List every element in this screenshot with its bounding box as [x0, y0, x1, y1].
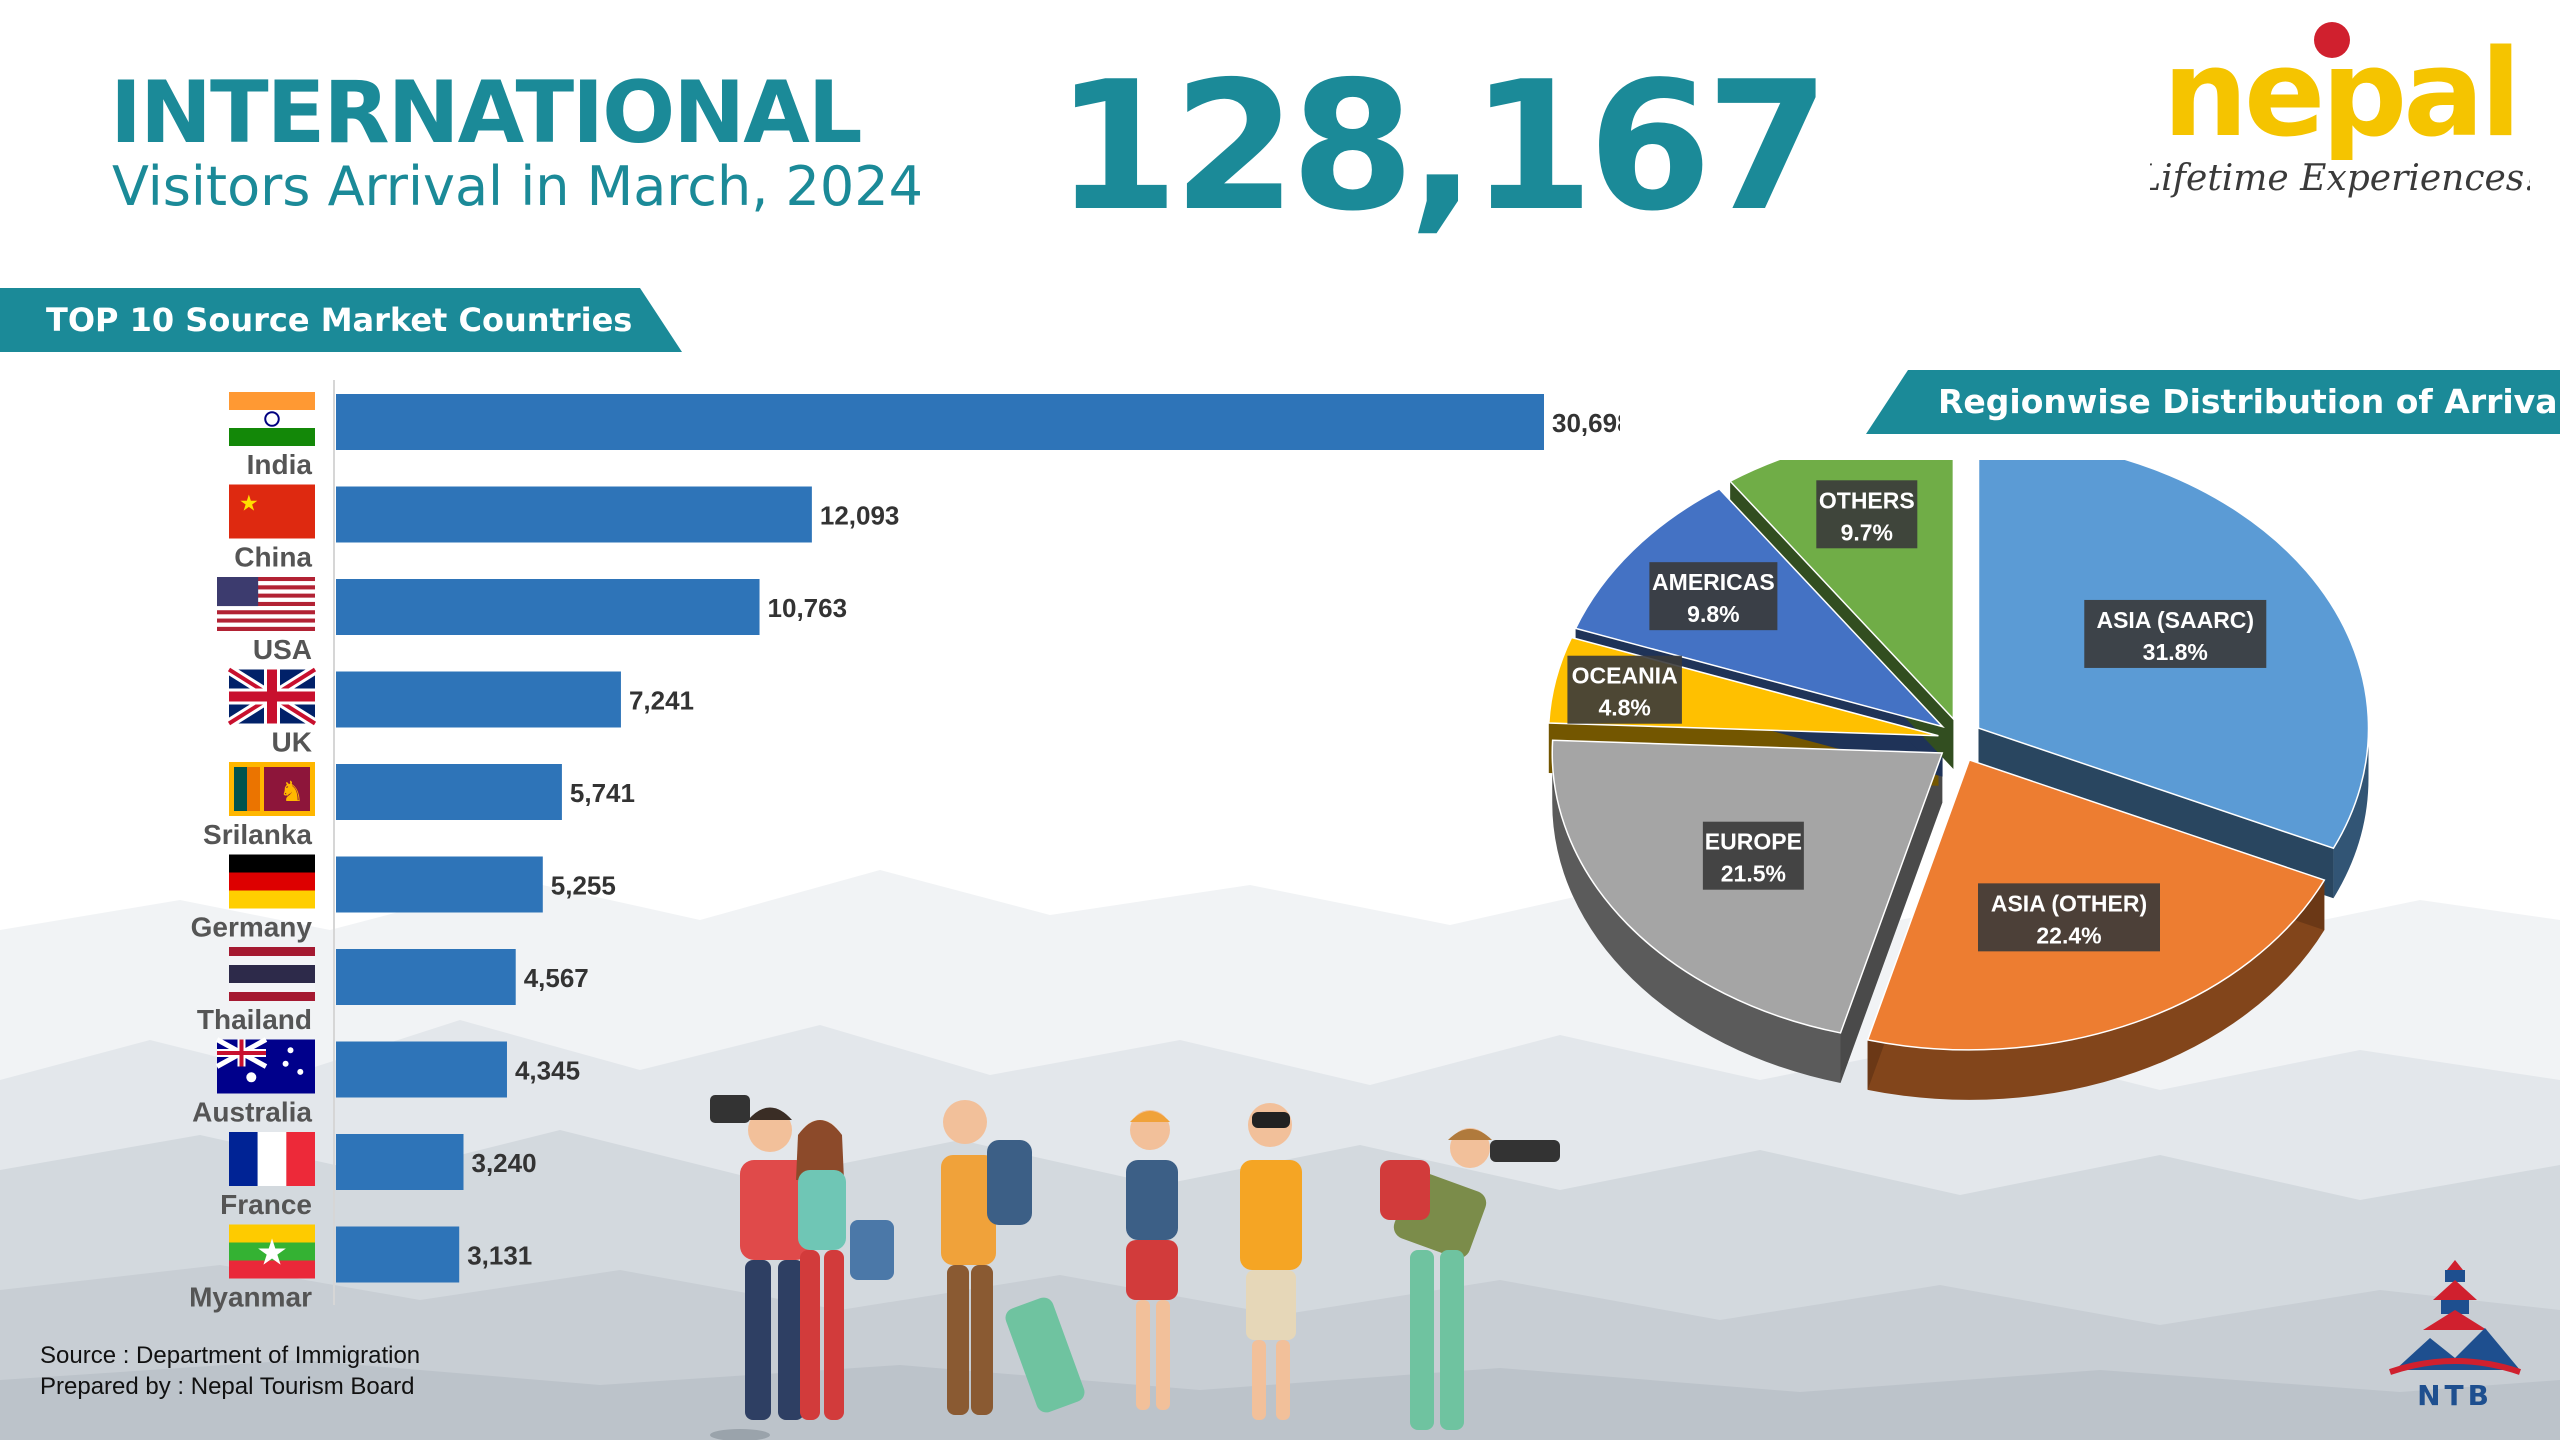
bar-myanmar — [336, 1226, 460, 1283]
country-label: India — [247, 449, 313, 480]
region-section-title: Regionwise Distribution of Arrivals — [1866, 370, 2560, 434]
myanmar-flag-icon: ★ — [229, 1224, 315, 1279]
pie-category-label: ASIA (OTHER) — [1991, 890, 2147, 916]
pie-value-label: 9.8% — [1687, 601, 1739, 627]
pie-category-label: AMERICAS — [1652, 569, 1775, 595]
prepared-note: Prepared by : Nepal Tourism Board — [40, 1373, 415, 1400]
uk-flag-icon — [226, 665, 318, 728]
header-title: INTERNATIONAL — [110, 63, 863, 163]
footer: Source : Department of Immigration Prepa… — [40, 1340, 420, 1402]
bar-usa — [336, 579, 760, 635]
bar-value-label: 4,345 — [515, 1056, 580, 1086]
tourist-backpacker-suitcase — [941, 1100, 1085, 1415]
bar-value-label: 3,131 — [467, 1241, 532, 1271]
bar-srilanka — [336, 764, 562, 820]
pie-category-label: EUROPE — [1705, 829, 1802, 855]
tourists-illustration — [710, 1095, 1560, 1440]
tourist-girl-map — [1126, 1110, 1178, 1410]
usa-flag-icon — [217, 577, 315, 631]
country-label: France — [220, 1189, 312, 1220]
bar-value-label: 3,240 — [471, 1148, 536, 1178]
logo-tagline-text: Lifetime Experiences! — [2150, 158, 2530, 199]
pie-label: EUROPE 21.5% — [1702, 821, 1804, 890]
svg-text:★: ★ — [239, 492, 259, 517]
country-label: UK — [272, 727, 312, 758]
pie-value-label: 31.8% — [2143, 639, 2208, 665]
bar-thailand — [336, 949, 516, 1005]
pie-label: ASIA (SAARC) 31.8% — [2084, 599, 2267, 668]
bar-germany — [336, 856, 543, 913]
header-subtitle: Visitors Arrival in March, 2024 — [112, 155, 923, 218]
country-label: USA — [253, 634, 312, 665]
bar-france — [336, 1134, 464, 1190]
pie-value-label: 22.4% — [2036, 922, 2101, 948]
nepal-logo: nepal Lifetime Experiences! — [2150, 22, 2530, 199]
srilanka-flag-icon: ♞ — [229, 762, 315, 816]
country-label: Srilanka — [203, 819, 312, 850]
tourist-girl-bag — [796, 1120, 894, 1420]
ntb-logo: NTB — [2389, 1260, 2521, 1410]
bar-value-label: 12,093 — [820, 501, 900, 531]
bar-india — [336, 394, 1544, 450]
top10-bar-chart: 30,698 India 12,093 ★ China 10,763 USA 7,241 UK 5… — [189, 380, 1620, 1313]
pie-value-label: 21.5% — [1721, 861, 1786, 887]
logo-brand-text: nepal — [2163, 25, 2518, 164]
france-flag-icon — [229, 1132, 315, 1186]
bar-value-label: 4,567 — [524, 963, 589, 993]
source-note: Source : Department of Immigration — [40, 1342, 421, 1369]
pie-label: ASIA (OTHER) 22.4% — [1977, 883, 2160, 952]
top10-section-title: TOP 10 Source Market Countries — [0, 288, 682, 352]
ntb-logo-text: NTB — [2417, 1379, 2493, 1410]
country-label: Myanmar — [189, 1282, 312, 1313]
bar-value-label: 5,255 — [551, 871, 616, 901]
pie-category-label: ASIA (SAARC) — [2096, 607, 2254, 633]
pie-value-label: 4.8% — [1598, 695, 1650, 721]
pie-label: OCEANIA 4.8% — [1567, 655, 1682, 724]
pie-category-label: OCEANIA — [1572, 663, 1678, 689]
china-flag-icon: ★ — [229, 484, 315, 539]
svg-text:★: ★ — [256, 1233, 288, 1274]
bar-value-label: 10,763 — [768, 593, 848, 623]
country-label: Thailand — [197, 1004, 312, 1035]
bar-uk — [336, 671, 621, 728]
tourist-camera-lens — [1380, 1128, 1560, 1430]
pie-wall-2 — [1552, 752, 1841, 1083]
bar-value-label: 7,241 — [629, 686, 694, 716]
pie-value-label: 9.7% — [1841, 519, 1893, 545]
bar-china — [336, 486, 812, 543]
tourist-binoculars — [1240, 1103, 1302, 1420]
australia-flag-icon — [215, 1037, 315, 1094]
bar-value-label: 30,698 — [1552, 408, 1620, 438]
pie-label: AMERICAS 9.8% — [1649, 562, 1778, 631]
region-pie-chart: ASIA (SAARC) 31.8% ASIA (OTHER) 22.4% EUROPE… — [1547, 460, 2370, 1100]
india-flag-icon — [229, 392, 315, 446]
pie-category-label: OTHERS — [1819, 487, 1915, 513]
germany-flag-icon — [229, 854, 315, 909]
tourist-photographer — [710, 1095, 810, 1440]
total-visitors: 128,167 — [1055, 43, 1830, 250]
bar-australia — [336, 1041, 507, 1098]
pie-edge-2 — [1840, 752, 1943, 1083]
country-label: Australia — [192, 1097, 312, 1128]
thailand-flag-icon — [229, 947, 315, 1001]
country-label: Germany — [191, 912, 313, 943]
pie-wall-0 — [2333, 728, 2369, 899]
pie-label: OTHERS 9.7% — [1816, 480, 1918, 549]
pie-wall-1 — [1867, 880, 2325, 1100]
logo-red-dot — [2314, 22, 2350, 58]
bar-value-label: 5,741 — [570, 778, 635, 808]
svg-text:♞: ♞ — [279, 775, 304, 808]
country-label: China — [234, 542, 312, 573]
